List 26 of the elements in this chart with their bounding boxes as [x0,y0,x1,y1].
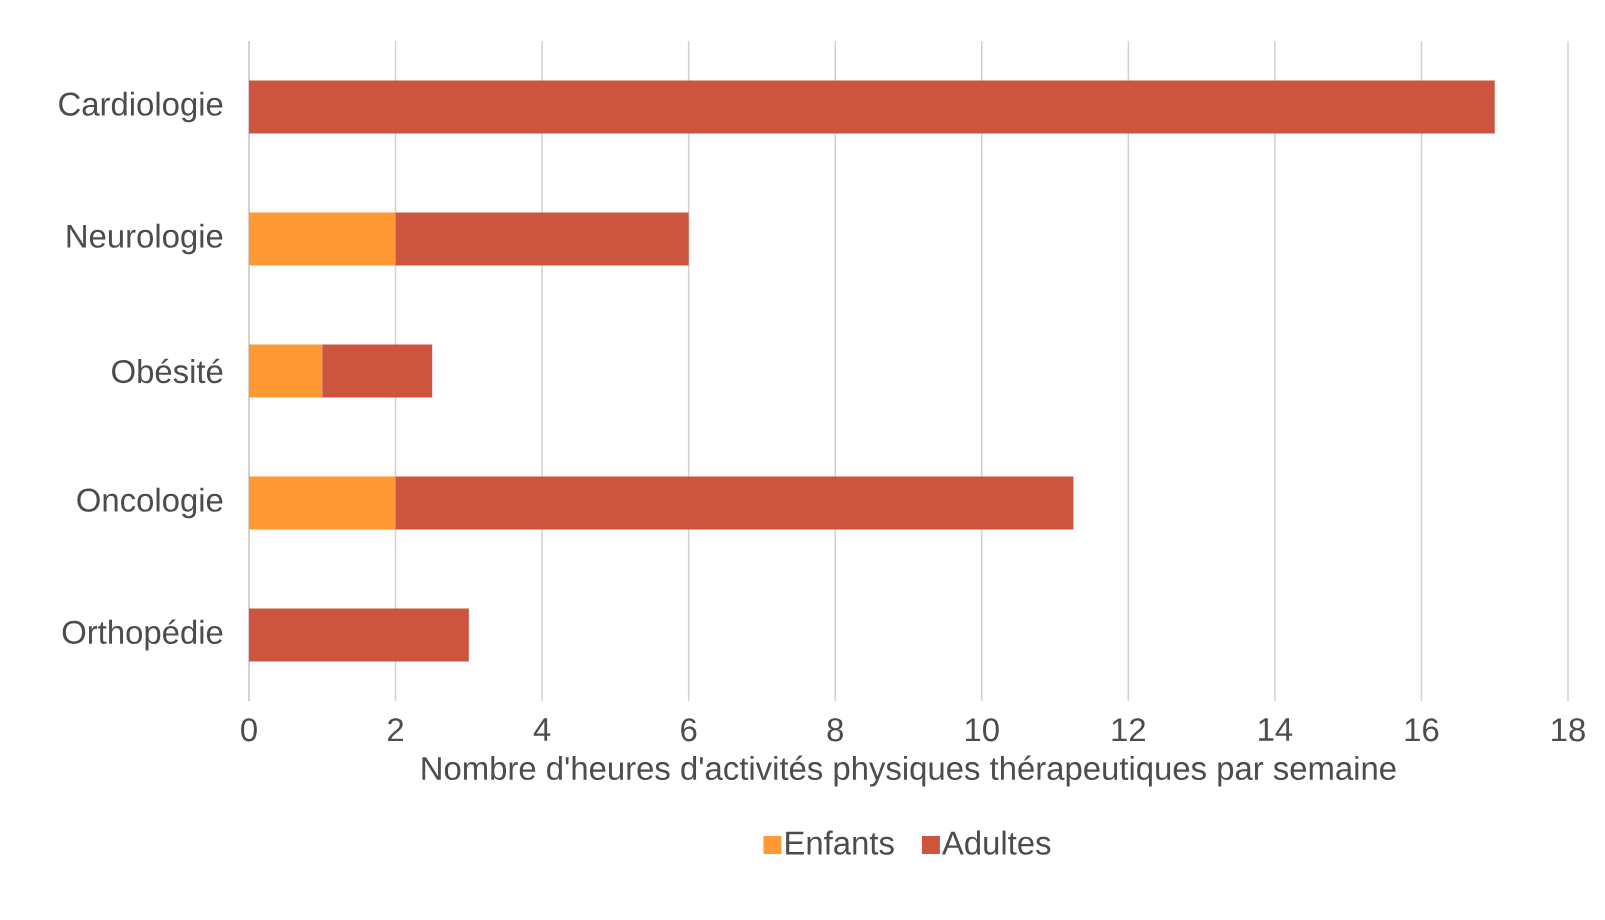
x-tick-label: 16 [1405,718,1439,742]
x-tick-label: 12 [1112,718,1145,742]
bar [249,212,396,266]
x-tick-label: 0 [241,718,257,742]
y-tick-label: Cardiologie [59,91,223,123]
bar [322,344,433,398]
x-tick-label: 14 [1259,718,1293,741]
legend-label: Adultes [941,830,1051,855]
bar [249,476,396,530]
bar [395,212,689,266]
y-tick-label: Oncologie [77,487,223,519]
bar [249,608,469,662]
y-tick-label: Neurologie [67,223,223,255]
legend-label: Enfants [786,830,894,855]
x-tick-label: 2 [388,718,404,742]
y-tick-label: Orthopédie [62,619,223,651]
x-tick-label: 18 [1552,718,1585,742]
x-tick-label: 6 [681,718,697,742]
x-tick-label: 8 [827,718,843,742]
x-tick-label: 10 [966,718,999,742]
x-axis-title: Nombre d'heures d'activités physiques thérapeutiques par semaine [422,755,1396,787]
y-tick-label: Obésité [112,358,223,384]
x-tick-label: 4 [533,718,551,741]
bar [249,344,323,398]
bar [395,476,1074,530]
bar [249,80,1495,134]
